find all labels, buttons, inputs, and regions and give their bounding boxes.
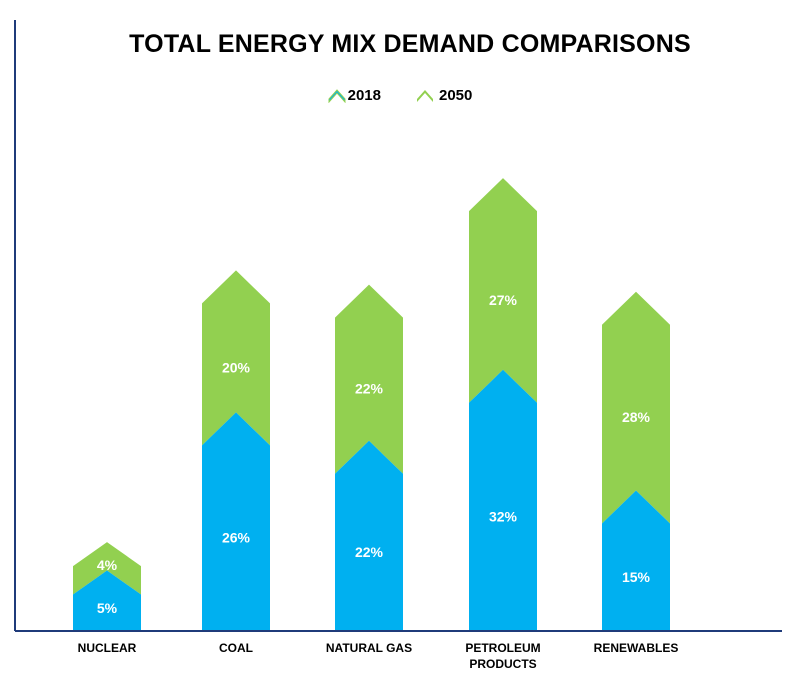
bar-2050-3 — [469, 178, 537, 403]
bar-2018-3 — [469, 369, 537, 630]
value-label-2050-4: 28% — [622, 409, 651, 425]
value-label-2050-2: 22% — [355, 381, 384, 397]
category-label-3: PETROLEUM — [465, 641, 540, 655]
category-label-3-line2: PRODUCTS — [469, 657, 536, 671]
bar-2050-0 — [73, 542, 141, 595]
legend-chevron-icon-2018 — [328, 88, 346, 103]
bar-2018-4 — [602, 490, 670, 630]
category-label-1: COAL — [219, 641, 253, 655]
chart-title: TOTAL ENERGY MIX DEMAND COMPARISONS — [129, 30, 691, 58]
bar-2018-0 — [73, 570, 141, 630]
bar-2018-1 — [202, 412, 270, 630]
bar-2018-2 — [335, 440, 403, 630]
legend-label-2050: 2050 — [439, 87, 473, 104]
value-label-2018-2: 22% — [355, 544, 384, 560]
legend-item-2018: 2018 — [328, 87, 381, 104]
category-label-2: NATURAL GAS — [326, 641, 412, 655]
legend-chevron-icon-2050 — [417, 89, 433, 102]
value-label-2018-3: 32% — [489, 508, 518, 524]
bar-2050-4 — [602, 291, 670, 524]
value-label-2050-0: 4% — [97, 557, 118, 573]
category-label-0: NUCLEAR — [78, 641, 137, 655]
bar-2050-1 — [202, 270, 270, 446]
value-label-2050-1: 20% — [222, 359, 251, 375]
value-label-2018-1: 26% — [222, 530, 251, 546]
legend-label-2018: 2018 — [347, 87, 381, 104]
value-label-2018-4: 15% — [622, 569, 651, 585]
chart-legend: 2018 2050 — [0, 87, 800, 104]
category-label-4: RENEWABLES — [594, 641, 679, 655]
bar-2050-2 — [335, 284, 403, 474]
legend-item-2050: 2050 — [415, 87, 472, 104]
value-label-2018-0: 5% — [97, 600, 118, 616]
value-label-2050-3: 27% — [489, 292, 518, 308]
